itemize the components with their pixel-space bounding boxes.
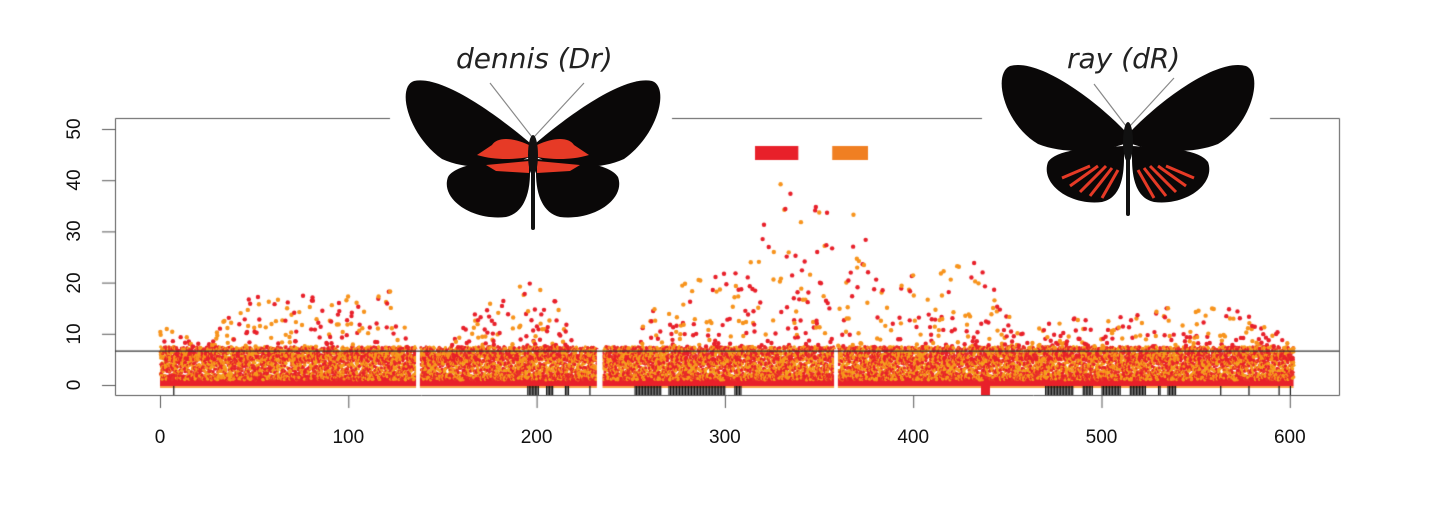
- x-tick-label: 100: [332, 427, 365, 448]
- y-tick-label: 40: [64, 169, 85, 191]
- x-tick-label: 400: [897, 427, 930, 448]
- x-tick-label: 200: [520, 427, 553, 448]
- y-tick-label: 10: [64, 323, 85, 345]
- y-tick-label: 50: [64, 118, 85, 140]
- dennis-label: dennis (Dr): [456, 42, 613, 75]
- y-tick-label: 0: [64, 379, 85, 391]
- ray-label: ray (dR): [1067, 42, 1181, 75]
- ray-butterfly-icon: [1001, 64, 1255, 216]
- x-tick-label: 500: [1085, 427, 1118, 448]
- x-tick-label: 600: [1273, 427, 1306, 448]
- y-tick-label: 30: [64, 220, 85, 242]
- x-tick-label: 0: [154, 427, 166, 448]
- dennis-butterfly-icon: [405, 80, 661, 230]
- y-tick-label: 20: [64, 272, 85, 294]
- x-tick-label: 300: [709, 427, 741, 448]
